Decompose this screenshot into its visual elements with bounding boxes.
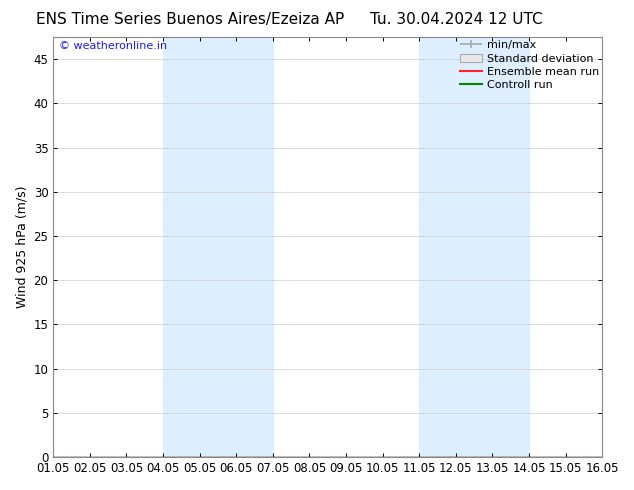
Bar [163, 37, 273, 457]
Text: ENS Time Series Buenos Aires/Ezeiza AP: ENS Time Series Buenos Aires/Ezeiza AP [36, 12, 344, 27]
Legend: min/max, Standard deviation, Ensemble mean run, Controll run: min/max, Standard deviation, Ensemble me… [460, 40, 599, 90]
Text: Tu. 30.04.2024 12 UTC: Tu. 30.04.2024 12 UTC [370, 12, 543, 27]
Y-axis label: Wind 925 hPa (m/s): Wind 925 hPa (m/s) [15, 186, 28, 308]
Text: © weatheronline.in: © weatheronline.in [59, 41, 167, 51]
Bar [419, 37, 529, 457]
